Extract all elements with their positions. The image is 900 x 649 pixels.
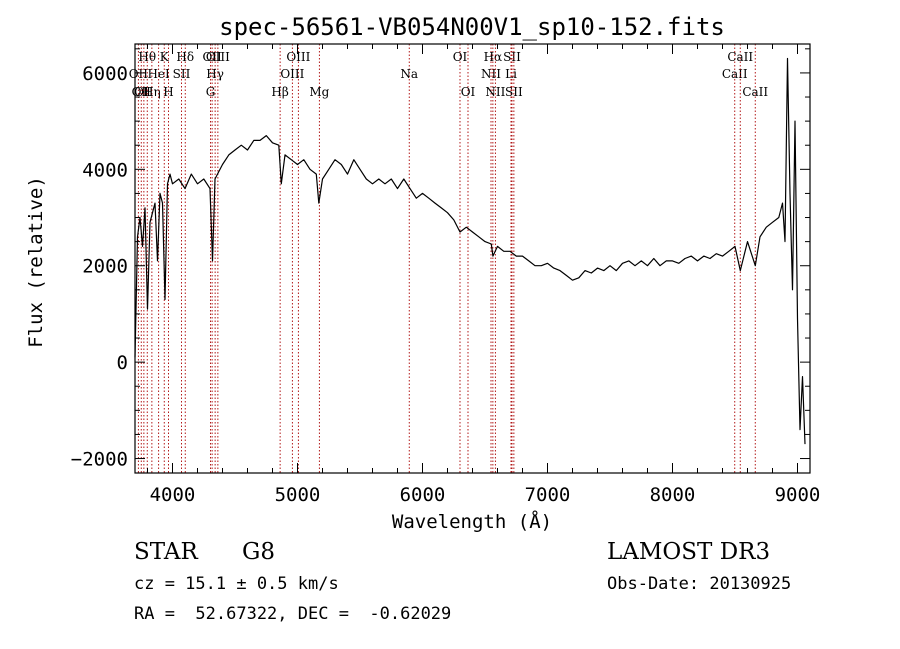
y-tick-label: 6000 [82, 63, 128, 85]
y-tick-label: −2000 [71, 449, 128, 471]
line-marker-label: Hθ [138, 50, 156, 64]
line-marker-label: HeI [147, 67, 170, 81]
subclass: G8 [242, 539, 276, 565]
line-marker-label: OIII [280, 67, 304, 81]
line-marker-label: SII [505, 85, 523, 99]
line-marker-label: SII [173, 67, 191, 81]
x-axis-label: Wavelength (Å) [392, 510, 552, 533]
line-marker-label: OII [129, 67, 149, 81]
x-tick-label: 8000 [650, 484, 696, 506]
line-marker-label: OI [461, 85, 476, 99]
redshift-text: cz = 15.1 ± 0.5 km/s [134, 574, 339, 594]
line-marker-label: OI [453, 50, 468, 64]
line-marker-label: OIII [206, 50, 230, 64]
y-tick-label: 2000 [82, 256, 128, 278]
spectral-line-markers: OIIOIIOIIHθHηHeIKHSIIHδGOIIHγOIIIHβOIIIO… [129, 44, 768, 473]
line-marker-label: Hδ [176, 50, 194, 64]
line-marker-label: Hα [484, 50, 503, 64]
x-tick-label: 4000 [150, 484, 196, 506]
y-axis-label: Flux (relative) [25, 176, 47, 348]
chart-title: spec-56561-VB054N00V1_sp10-152.fits [219, 13, 725, 41]
line-marker-label: Mg [309, 85, 329, 99]
line-marker-label: CaII [727, 50, 753, 64]
line-marker-label: Na [400, 67, 418, 81]
line-marker-label: G [206, 85, 216, 99]
line-marker-label: OIII [286, 50, 310, 64]
y-tick-label: 0 [117, 352, 128, 374]
line-marker-label: NII [481, 67, 501, 81]
x-tick-label: 7000 [525, 484, 571, 506]
line-marker-label: OII [132, 85, 152, 99]
y-tick-label: 4000 [82, 159, 128, 181]
obs-date: Obs-Date: 20130925 [607, 574, 792, 594]
x-tick-label: 6000 [400, 484, 446, 506]
line-marker-label: Li [505, 67, 517, 81]
spectrum-series [134, 57, 806, 445]
object-type: STAR [134, 539, 198, 565]
survey-name: LAMOST DR3 [607, 539, 771, 565]
line-marker-label: H [163, 85, 173, 99]
x-tick-label: 9000 [775, 484, 821, 506]
plot-axes: 4000 5000 6000 7000 8000 9000 −2000 0 2000 4000 60… [71, 43, 821, 506]
line-marker-label: SII [503, 50, 521, 64]
x-tick-label: 5000 [275, 484, 321, 506]
line-marker-label: CaII [742, 85, 768, 99]
spectrum-line [134, 57, 806, 445]
line-marker-label: K [160, 50, 170, 64]
line-marker-label: CaII [722, 67, 748, 81]
line-marker-label: OII [134, 85, 154, 99]
line-marker-label: Hγ [206, 67, 224, 81]
line-marker-label: Hβ [271, 85, 288, 99]
line-marker-label: Hη [143, 85, 161, 99]
line-marker-label: OII [202, 50, 222, 64]
coordinates: RA = 52.67322, DEC = -0.62029 [134, 604, 452, 624]
line-marker-label: NII [485, 85, 505, 99]
